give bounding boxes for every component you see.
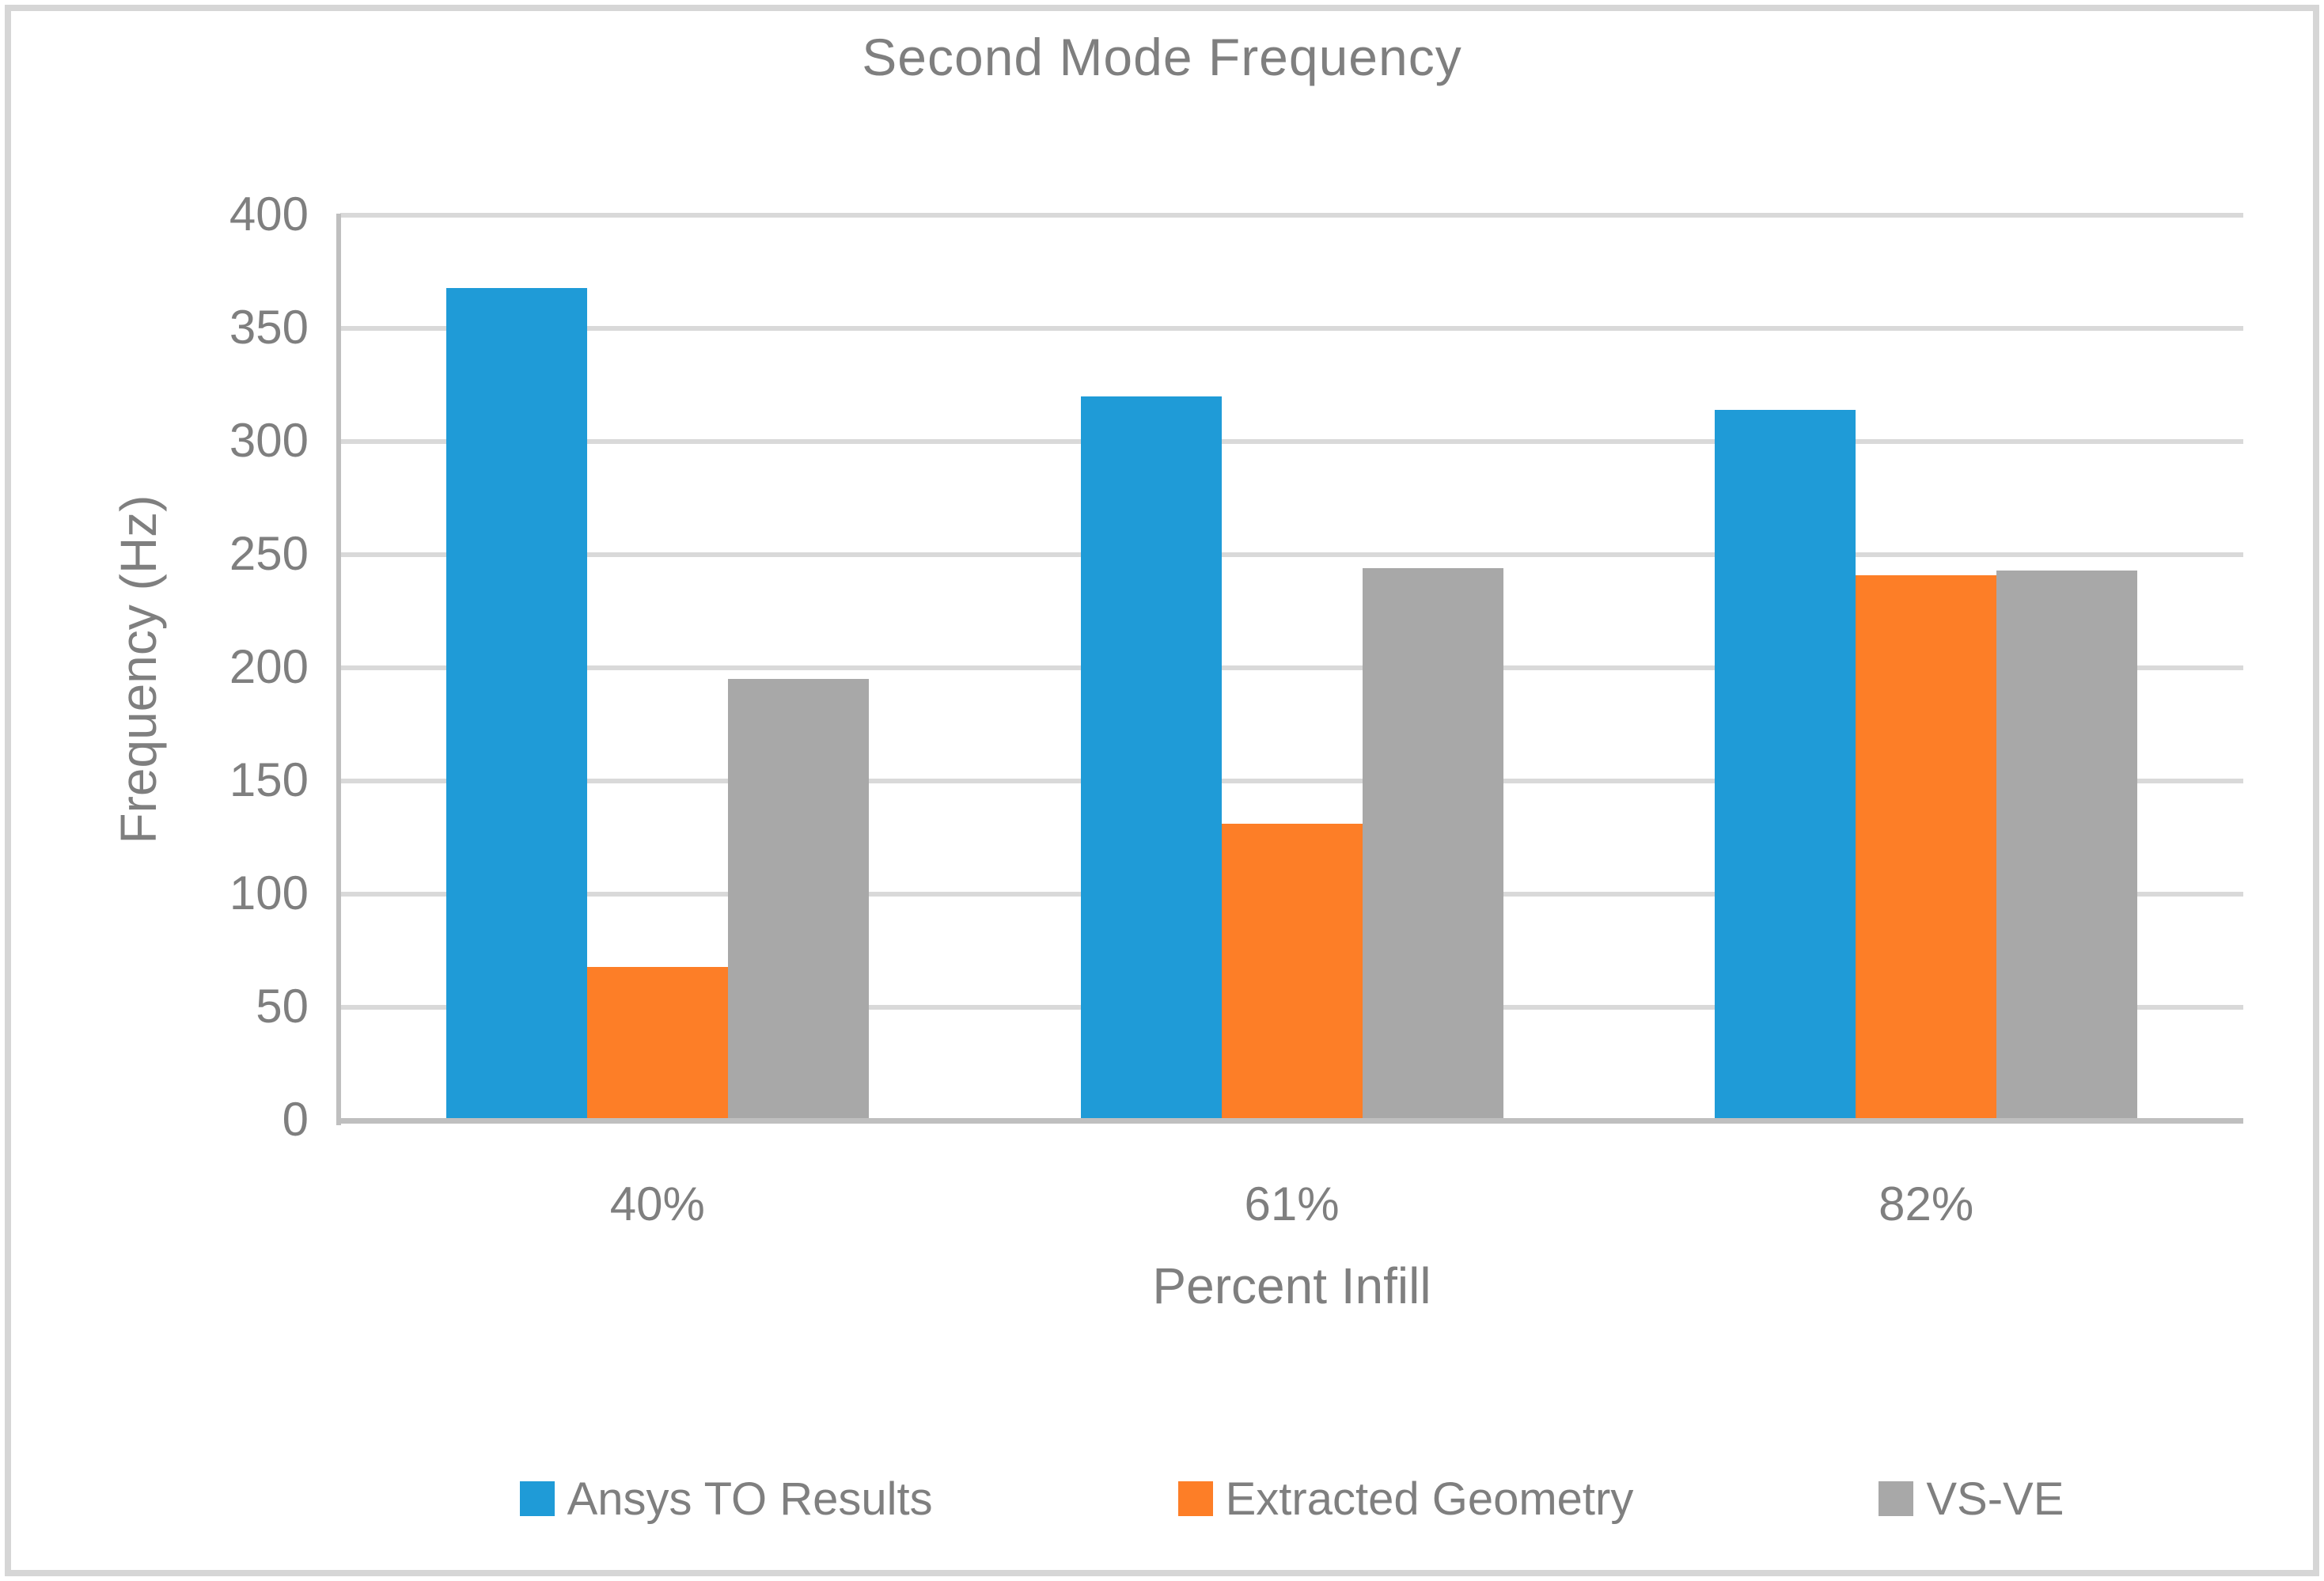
- legend-swatch-icon: [1879, 1481, 1914, 1516]
- y-tick-label: 150: [229, 753, 309, 806]
- bar: [1715, 409, 1856, 1120]
- legend-item: Ansys TO Results: [519, 1473, 933, 1526]
- x-axis-title: Percent Infill: [1152, 1257, 1431, 1314]
- gridline: [340, 213, 2243, 218]
- gridline: [340, 326, 2243, 331]
- y-tick-label: 100: [229, 866, 309, 919]
- legend-item: VS-VE: [1879, 1473, 2064, 1526]
- bar: [1996, 571, 2138, 1120]
- legend: Ansys TO Results Extracted Geometry VS-VE: [340, 1473, 2243, 1526]
- chart-border: [5, 5, 2319, 1576]
- gridline: [340, 779, 2243, 783]
- y-axis-line: [336, 214, 341, 1125]
- bar: [586, 966, 728, 1120]
- y-tick-label: 250: [229, 527, 309, 580]
- y-tick-label: 0: [282, 1093, 309, 1146]
- gridline: [340, 552, 2243, 557]
- legend-item: Extracted Geometry: [1177, 1473, 1634, 1526]
- chart-title: Second Mode Frequency: [862, 28, 1462, 86]
- bar: [1856, 574, 1997, 1120]
- bar: [1221, 824, 1363, 1120]
- x-tick-label: 61%: [1244, 1177, 1340, 1230]
- x-tick-label: 82%: [1879, 1177, 1974, 1230]
- legend-swatch-icon: [1177, 1481, 1213, 1516]
- x-tick-label: 40%: [609, 1177, 705, 1230]
- bar: [1362, 568, 1503, 1120]
- legend-label: Ansys TO Results: [567, 1473, 933, 1525]
- y-tick-label: 200: [229, 640, 309, 693]
- legend-label: Extracted Geometry: [1225, 1473, 1634, 1525]
- x-axis-line: [336, 1118, 2243, 1124]
- bar: [445, 287, 587, 1120]
- legend-swatch-icon: [519, 1481, 555, 1516]
- y-tick-label: 50: [256, 980, 309, 1033]
- gridline: [340, 439, 2243, 444]
- legend-label: VS-VE: [1926, 1473, 2064, 1525]
- y-tick-label: 350: [229, 301, 309, 354]
- y-tick-label: 300: [229, 414, 309, 467]
- gridline: [340, 665, 2243, 670]
- y-tick-label: 400: [229, 188, 309, 241]
- bar: [727, 679, 869, 1120]
- bar: [1080, 396, 1222, 1120]
